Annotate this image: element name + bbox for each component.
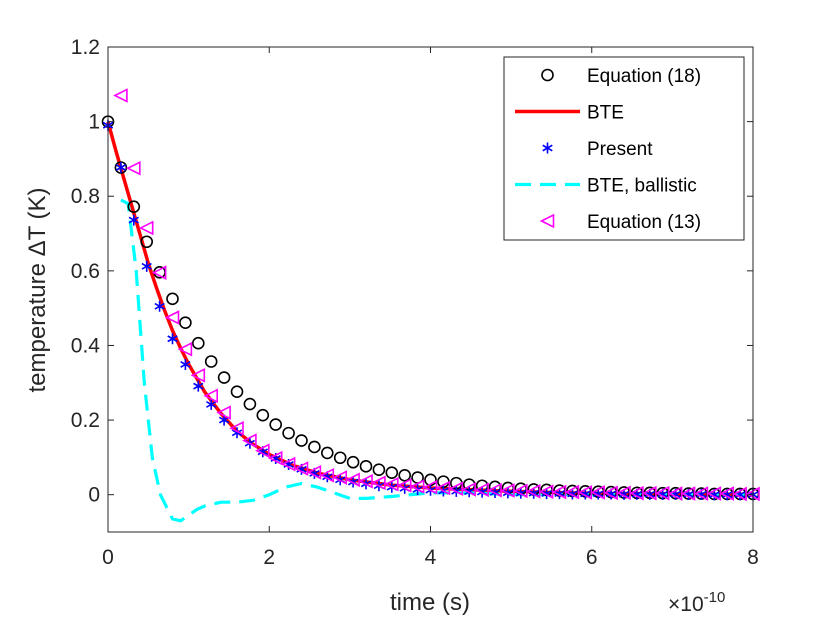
data-point xyxy=(345,472,360,488)
data-point xyxy=(267,450,283,466)
legend-label: BTE xyxy=(587,103,624,124)
data-point xyxy=(166,292,179,306)
data-point xyxy=(154,300,165,312)
data-point xyxy=(206,398,217,410)
legend-label: Equation (18) xyxy=(587,66,701,87)
data-point xyxy=(422,479,438,495)
data-point xyxy=(409,479,425,494)
data-point xyxy=(358,473,373,489)
legend: Equation (18) BTE Present BTE, ballistic Equ… xyxy=(503,56,745,241)
data-point xyxy=(256,408,270,422)
y-axis-label: temperature ΔT (K) xyxy=(24,188,51,393)
data-point xyxy=(115,162,127,174)
data-point xyxy=(280,456,296,472)
legend-swatch xyxy=(539,213,555,229)
data-point xyxy=(204,355,218,368)
x-exponent: ×10-10 xyxy=(668,589,725,616)
data-point xyxy=(138,220,154,236)
data-point xyxy=(372,463,386,476)
data-point xyxy=(151,265,167,281)
data-point xyxy=(140,235,153,249)
data-point xyxy=(385,466,399,479)
data-point xyxy=(396,478,412,493)
data-point xyxy=(371,475,386,491)
x-axis-label: time (s) xyxy=(390,589,470,616)
y-tick-label: 0.8 xyxy=(71,185,100,208)
data-point xyxy=(217,371,231,384)
data-point xyxy=(179,316,192,330)
y-tick-label: 1 xyxy=(88,111,100,134)
x-tick-label: 0 xyxy=(102,546,114,569)
series-3 xyxy=(120,198,753,523)
series-line xyxy=(120,198,753,523)
data-point xyxy=(190,368,206,383)
data-point xyxy=(128,214,139,226)
data-point xyxy=(255,443,270,458)
x-tick-label: 2 xyxy=(263,546,275,569)
data-point xyxy=(230,385,244,399)
data-point xyxy=(308,440,321,454)
data-point xyxy=(319,467,335,483)
data-point xyxy=(398,468,412,482)
x-tick-label: 4 xyxy=(425,546,437,569)
data-point xyxy=(164,310,180,325)
y-tick-label: 0.4 xyxy=(71,334,101,357)
data-point xyxy=(216,405,231,420)
y-tick-label: 0.2 xyxy=(71,409,100,432)
data-point xyxy=(320,446,334,460)
data-point xyxy=(177,341,193,357)
legend-label: Equation (13) xyxy=(587,212,701,233)
legend-box xyxy=(503,56,745,241)
data-point xyxy=(203,388,218,404)
data-point xyxy=(113,88,128,103)
data-point xyxy=(359,460,373,473)
data-point xyxy=(126,160,141,176)
data-point xyxy=(193,380,204,392)
y-tick-label: 0.6 xyxy=(71,260,100,283)
data-point xyxy=(295,434,308,447)
axes-layer: 0 2 4 6 8 0 0.2 0.4 0.6 0.8 1 1.2 xyxy=(71,36,759,569)
data-point xyxy=(346,455,360,469)
data-point xyxy=(293,461,309,476)
data-point xyxy=(448,481,464,497)
data-point xyxy=(333,451,347,465)
data-point xyxy=(167,333,178,345)
data-point xyxy=(332,470,347,485)
y-tick-label: 1.2 xyxy=(71,36,100,59)
data-point xyxy=(243,397,257,411)
x-exponent-power: -10 xyxy=(704,589,726,606)
series-layer xyxy=(101,88,760,523)
x-exponent-base: ×10 xyxy=(668,593,704,616)
data-point xyxy=(384,476,399,492)
data-point xyxy=(229,420,244,436)
data-point xyxy=(242,433,257,448)
legend-label: Present xyxy=(587,139,653,160)
data-point xyxy=(180,358,191,370)
x-tick-label: 8 xyxy=(747,546,759,569)
x-tick-label: 6 xyxy=(586,546,598,569)
data-point xyxy=(127,200,141,213)
series-4 xyxy=(113,88,760,502)
legend-swatch xyxy=(541,68,554,82)
data-point xyxy=(231,427,243,439)
legend-swatch xyxy=(542,142,553,154)
data-point xyxy=(192,336,205,350)
data-point xyxy=(306,465,322,480)
y-tick-label: 0 xyxy=(88,484,100,507)
data-point xyxy=(269,418,283,431)
data-point xyxy=(141,260,152,272)
data-point xyxy=(435,480,451,496)
legend-label: BTE, ballistic xyxy=(587,176,697,197)
data-point xyxy=(282,426,295,440)
